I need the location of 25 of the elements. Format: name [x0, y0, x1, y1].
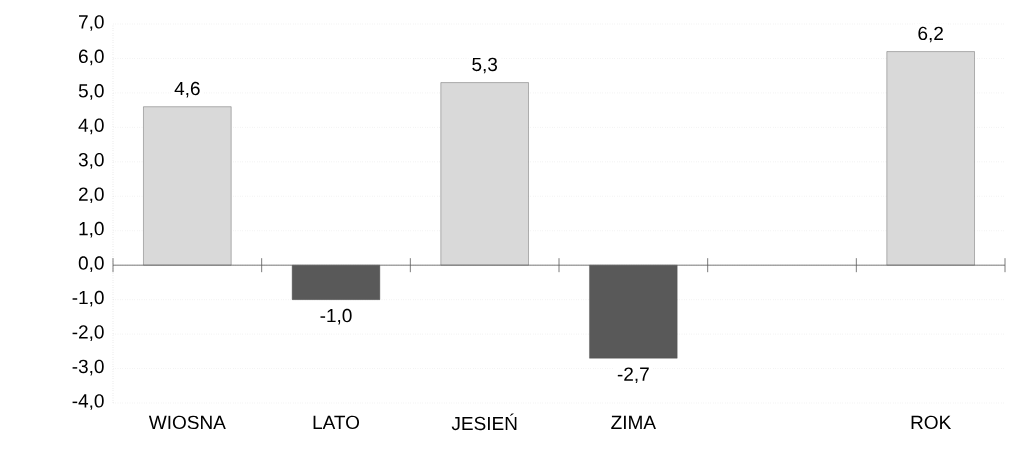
bar: [886, 51, 975, 266]
data-label: -2,7: [617, 367, 649, 384]
y-tick-label: 5,0: [78, 84, 104, 100]
x-tick-label: JESIEŃ: [451, 413, 517, 431]
x-tick-label: ZIMA: [611, 415, 656, 429]
y-tick-label: 4,0: [78, 118, 104, 135]
y-tick-label: -1,0: [72, 290, 104, 307]
data-label: 6,2: [918, 26, 943, 43]
y-tick-label: 7,0: [79, 15, 104, 31]
y-tick-label: 0,0: [78, 256, 104, 273]
y-tick-label: -4,0: [72, 394, 104, 410]
bar: [143, 106, 232, 266]
data-label: 5,3: [472, 57, 498, 74]
x-tick-label: LATO: [313, 415, 360, 430]
y-tick-label: 6,0: [79, 49, 104, 66]
bar: [440, 82, 529, 266]
y-tick-label: 3,0: [78, 152, 104, 169]
y-tick-label: 1,0: [79, 221, 104, 238]
data-label: -1,0: [320, 308, 352, 325]
data-label: 4,6: [174, 81, 200, 98]
x-tick-label: ROK: [911, 415, 952, 430]
y-tick-label: -2,0: [72, 325, 104, 341]
y-tick-label: 2,0: [79, 187, 104, 204]
y-tick-label: -3,0: [72, 359, 104, 376]
x-tick-label: WIOSNA: [148, 415, 226, 430]
